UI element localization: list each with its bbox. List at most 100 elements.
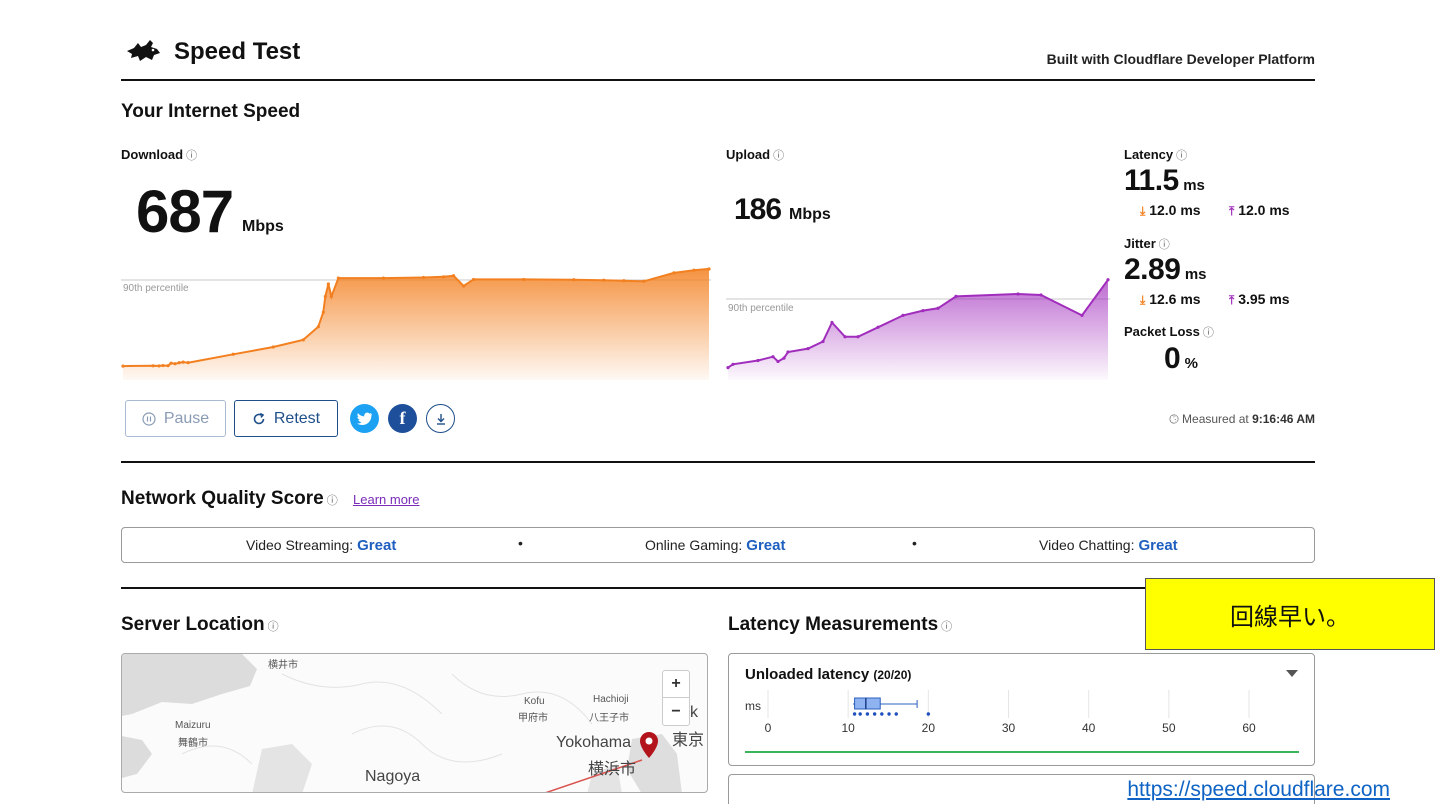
- upload-point: [1016, 292, 1020, 296]
- header-divider: [121, 79, 1315, 81]
- packet-loss-label: Packet Loss ⓘ: [1124, 324, 1214, 340]
- upload-point: [821, 339, 825, 344]
- axis-tick-label: 0: [765, 721, 772, 735]
- upload-point: [954, 294, 958, 298]
- packet-loss-value-row: 0 %: [1164, 342, 1198, 376]
- download-point: [471, 277, 476, 282]
- download-point: [173, 362, 177, 366]
- map-label: Hachioji: [593, 694, 629, 705]
- section-title-speed: Your Internet Speed: [121, 101, 301, 122]
- info-icon[interactable]: ⓘ: [1202, 327, 1214, 339]
- download-point: [329, 294, 333, 299]
- nqs-item-label: Online Gaming:: [645, 537, 743, 553]
- info-icon[interactable]: ⓘ: [1158, 239, 1170, 251]
- twitter-share-button[interactable]: [350, 404, 379, 433]
- pause-label: Pause: [163, 409, 210, 427]
- upload-point: [1106, 278, 1110, 282]
- section-divider: [121, 461, 1315, 463]
- packet-loss-label-text: Packet Loss: [1124, 324, 1200, 339]
- unloaded-latency-panel[interactable]: Unloaded latency (20/20) ms 0 10 20 30 40 50 6…: [728, 653, 1315, 766]
- nqs-item-value: Great: [357, 537, 397, 554]
- nqs-panel: [121, 527, 1315, 563]
- info-icon[interactable]: ⓘ: [773, 150, 785, 162]
- download-point: [602, 278, 606, 282]
- upload-point: [776, 359, 780, 364]
- separator-dot: •: [912, 535, 917, 551]
- download-point: [321, 310, 325, 314]
- info-icon[interactable]: ⓘ: [186, 150, 198, 162]
- info-icon[interactable]: ⓘ: [941, 621, 953, 633]
- packet-loss-value: 0: [1164, 342, 1181, 375]
- measured-at-time: 9:16:46 AM: [1252, 412, 1315, 426]
- learn-more-link[interactable]: Learn more: [353, 492, 420, 507]
- jitter-up: ⤒ 3.95 ms: [1229, 291, 1290, 308]
- upload-point: [771, 355, 775, 359]
- axis-unit: ms: [745, 699, 761, 713]
- upload-point: [1039, 293, 1043, 297]
- map-label: Yokohama: [556, 734, 632, 751]
- latency-label-text: Latency: [1124, 147, 1174, 162]
- download-point: [451, 274, 456, 278]
- download-point: [161, 363, 165, 368]
- download-point: [271, 345, 275, 349]
- built-with-link[interactable]: Built with Cloudflare Developer Platform: [1046, 51, 1315, 67]
- download-arrow-icon: ⤓: [1140, 293, 1146, 307]
- latency-point: [880, 712, 884, 716]
- nqs-online-gaming: Online Gaming: Great: [645, 537, 785, 554]
- section-divider: [121, 587, 1315, 589]
- unloaded-latency-title: Unloaded latency (20/20): [745, 666, 911, 683]
- retest-label: Retest: [273, 409, 321, 427]
- info-icon[interactable]: ⓘ: [1176, 150, 1188, 162]
- upload-point: [936, 306, 940, 310]
- separator-dot: •: [518, 535, 523, 551]
- zoom-out-button[interactable]: −: [671, 702, 681, 720]
- jitter-label-text: Jitter: [1124, 236, 1156, 251]
- download-results-button[interactable]: [426, 404, 455, 433]
- upload-point: [731, 362, 735, 366]
- latency-point: [887, 712, 891, 716]
- unloaded-count: (20/20): [873, 668, 912, 682]
- jitter-up-value: 3.95 ms: [1238, 291, 1290, 307]
- percentile-label: 90th percentile: [123, 283, 189, 294]
- download-point: [441, 275, 446, 279]
- download-point: [157, 364, 161, 368]
- jitter-down: ⤓ 12.6 ms: [1140, 291, 1201, 308]
- zoom-in-button[interactable]: +: [663, 671, 689, 698]
- chevron-down-icon[interactable]: [1286, 670, 1298, 677]
- latency-down-value: 12.0 ms: [1149, 202, 1201, 218]
- upload-point: [843, 335, 847, 339]
- box-iqr: [854, 697, 881, 710]
- section-title-nqs: Network Quality Score ⓘ: [121, 488, 338, 510]
- loaded-latency-panel[interactable]: [728, 774, 1315, 804]
- brand[interactable]: Speed Test: [124, 36, 300, 68]
- download-point: [461, 284, 466, 288]
- latency-measurements-title-text: Latency Measurements: [728, 614, 939, 635]
- nqs-video-chatting: Video Chatting: Great: [1039, 537, 1178, 554]
- annotation-note: 回線早い。: [1145, 578, 1435, 650]
- upload-point: [806, 347, 810, 351]
- upload-point: [726, 366, 730, 370]
- facebook-share-button[interactable]: f: [388, 404, 417, 433]
- download-point: [121, 364, 125, 368]
- upload-point: [1080, 313, 1084, 317]
- jitter-down-value: 12.6 ms: [1149, 291, 1201, 307]
- location-pin-icon[interactable]: [640, 732, 658, 758]
- server-map[interactable]: 横井市 Maizuru 舞鶴市 Kofu 甲府市 Hachioji 八王子市 Y…: [121, 653, 708, 793]
- map-zoom-control: + −: [662, 670, 690, 726]
- map-label: Nagoya: [365, 768, 421, 785]
- axis-tick-label: 30: [1002, 721, 1016, 735]
- latency-point: [865, 712, 870, 716]
- latency-unit: ms: [1183, 177, 1205, 194]
- pause-button[interactable]: Pause: [125, 400, 226, 437]
- axis-tick-label: 10: [841, 721, 855, 735]
- download-point: [642, 279, 646, 283]
- upload-chart: 90th percentile: [726, 278, 1110, 380]
- retest-button[interactable]: Retest: [234, 400, 338, 437]
- download-point: [301, 338, 305, 342]
- measured-at-prefix: Measured at: [1182, 412, 1249, 426]
- info-icon[interactable]: ⓘ: [267, 621, 279, 633]
- source-link[interactable]: https://speed.cloudflare.com: [1127, 778, 1390, 801]
- info-icon[interactable]: ⓘ: [326, 495, 338, 507]
- latency-box-plot: ms 0 10 20 30 40 50 60: [745, 690, 1299, 753]
- download-point: [692, 268, 696, 272]
